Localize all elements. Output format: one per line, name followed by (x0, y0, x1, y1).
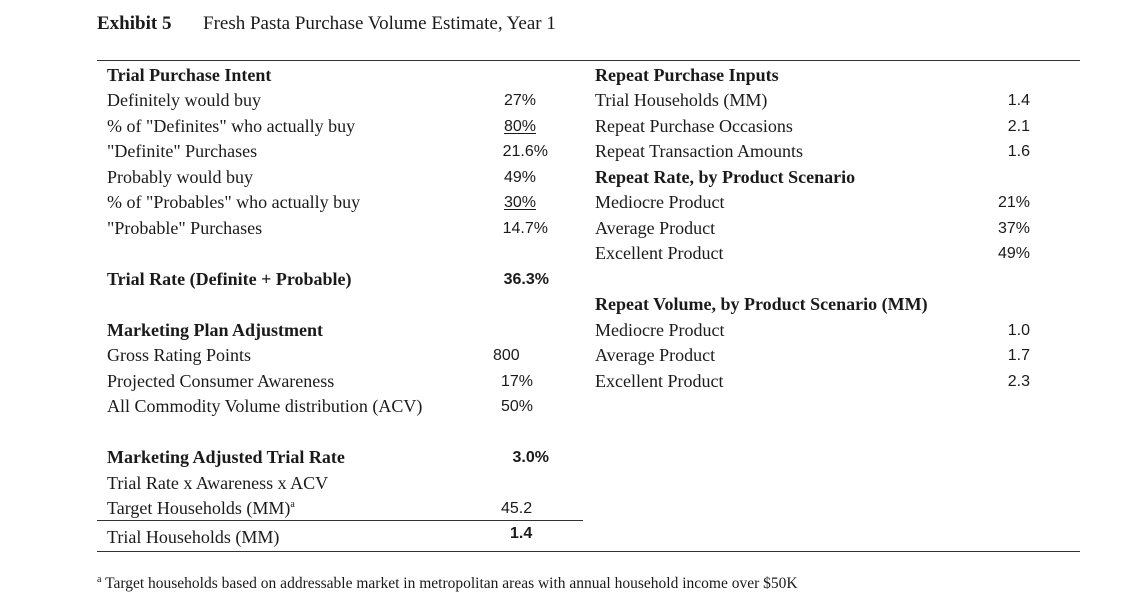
definites-buy-value: 80% (503, 118, 536, 135)
rate-excellent-label: Excellent Product (595, 243, 724, 263)
acv-value: 50% (501, 398, 534, 415)
repeat-occasions-label: Repeat Purchase Occasions (595, 116, 793, 136)
probables-buy-value: 30% (503, 194, 536, 211)
volume-mediocre-value: 1.0 (1007, 322, 1030, 339)
footnote-marker: a (290, 499, 295, 510)
volume-average-value: 1.7 (1007, 347, 1030, 364)
repeat-rate-heading: Repeat Rate, by Product Scenario (595, 167, 856, 187)
gross-rating-points-value: 800 (493, 347, 520, 364)
subtotal-rule (97, 520, 583, 521)
repeat-volume-heading: Repeat Volume, by Product Scenario (MM) (595, 294, 928, 314)
volume-excellent-value: 2.3 (1007, 373, 1030, 390)
target-households-value: 45.2 (501, 500, 533, 517)
formula-text: Trial Rate x Awareness x ACV (107, 473, 329, 493)
trial-purchase-intent-heading: Trial Purchase Intent (107, 65, 272, 85)
rate-mediocre-value: 21% (997, 194, 1030, 211)
definitely-buy-value: 27% (503, 92, 536, 109)
acv-label: All Commodity Volume distribution (ACV) (107, 396, 423, 416)
top-rule (97, 60, 1080, 61)
definitely-buy-label: Definitely would buy (107, 90, 261, 110)
volume-mediocre-label: Mediocre Product (595, 320, 725, 340)
definites-buy-label: % of "Definites" who actually buy (107, 116, 356, 136)
target-households-label: Target Households (MM)a (107, 498, 295, 518)
bottom-rule (97, 551, 1080, 552)
repeat-trial-households-label: Trial Households (MM) (595, 90, 768, 110)
adjusted-trial-rate-value: 3.0% (512, 449, 549, 466)
definite-purchases-label: "Definite" Purchases (107, 141, 258, 161)
exhibit-label: Exhibit 5 (97, 13, 172, 34)
rate-excellent-value: 49% (997, 245, 1030, 262)
footnote: a Target households based on addressable… (97, 573, 798, 592)
probable-purchases-label: "Probable" Purchases (107, 218, 263, 238)
consumer-awareness-label: Projected Consumer Awareness (107, 371, 335, 391)
trial-households-label: Trial Households (MM) (107, 527, 280, 547)
consumer-awareness-value: 17% (501, 373, 534, 390)
trial-rate-value: 36.3% (503, 271, 549, 288)
repeat-amounts-label: Repeat Transaction Amounts (595, 141, 803, 161)
definite-purchases-value: 21.6% (502, 143, 548, 160)
rate-average-value: 37% (997, 220, 1030, 237)
exhibit-title: Fresh Pasta Purchase Volume Estimate, Ye… (203, 13, 556, 34)
probably-buy-value: 49% (503, 169, 536, 186)
rate-mediocre-label: Mediocre Product (595, 192, 725, 212)
repeat-trial-households-value: 1.4 (1007, 92, 1030, 109)
marketing-plan-heading: Marketing Plan Adjustment (107, 320, 323, 340)
probables-buy-label: % of "Probables" who actually buy (107, 192, 361, 212)
probable-purchases-value: 14.7% (502, 220, 548, 237)
repeat-occasions-value: 2.1 (1007, 118, 1030, 135)
repeat-inputs-heading: Repeat Purchase Inputs (595, 65, 779, 85)
footnote-text: Target households based on addressable m… (105, 575, 798, 592)
adjusted-trial-rate-label: Marketing Adjusted Trial Rate (107, 447, 345, 467)
trial-households-value: 1.4 (510, 525, 533, 542)
trial-rate-label: Trial Rate (Definite + Probable) (107, 269, 352, 289)
rate-average-label: Average Product (595, 218, 716, 238)
footnote-sup: a (97, 573, 102, 585)
volume-excellent-label: Excellent Product (595, 371, 724, 391)
gross-rating-points-label: Gross Rating Points (107, 345, 252, 365)
probably-buy-label: Probably would buy (107, 167, 253, 187)
volume-average-label: Average Product (595, 345, 716, 365)
repeat-amounts-value: 1.6 (1007, 143, 1030, 160)
